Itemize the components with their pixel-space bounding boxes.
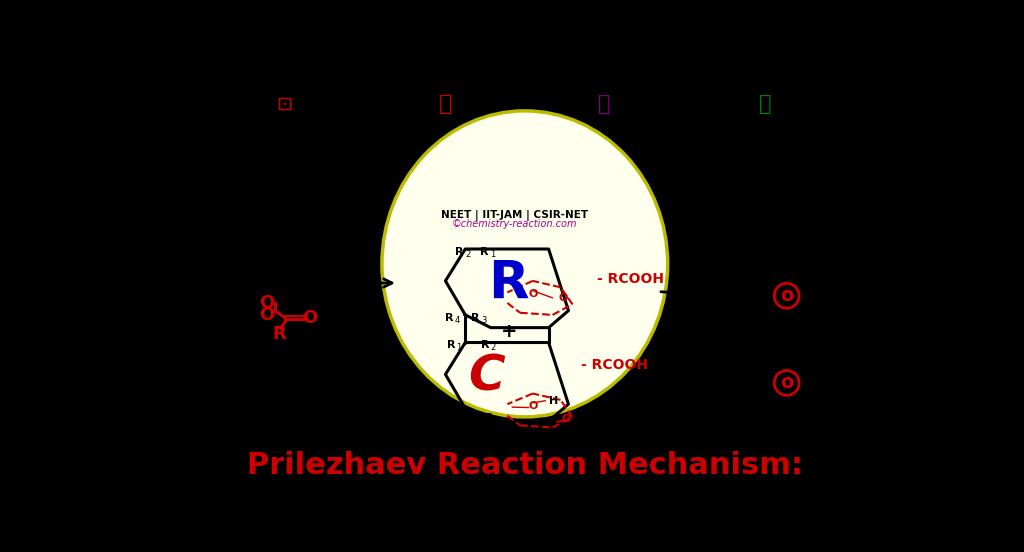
Text: R: R	[446, 341, 456, 351]
Text: R: R	[456, 247, 464, 257]
Text: R: R	[488, 258, 529, 310]
Text: O: O	[558, 293, 567, 303]
Text: O: O	[528, 401, 538, 411]
Text: 3: 3	[481, 316, 486, 325]
Text: 2: 2	[465, 250, 471, 259]
Text: NEET | IIT-JAM | CSIR-NET: NEET | IIT-JAM | CSIR-NET	[441, 210, 588, 220]
Text: o: o	[780, 373, 794, 392]
Text: ⊡: ⊡	[276, 95, 293, 114]
Text: H: H	[549, 396, 558, 406]
Text: R: R	[481, 341, 489, 351]
Text: 📷: 📷	[598, 94, 610, 114]
Text: H: H	[280, 285, 294, 304]
Text: R: R	[471, 313, 480, 323]
Text: - RCOOH: - RCOOH	[581, 358, 648, 371]
Text: o: o	[780, 286, 794, 305]
Text: O: O	[259, 294, 274, 312]
Text: O: O	[302, 309, 317, 327]
Text: O: O	[528, 289, 538, 299]
Text: R: R	[272, 325, 286, 343]
Text: C: C	[468, 353, 505, 401]
Text: Prilezhaev Reaction Mechanism:: Prilezhaev Reaction Mechanism:	[247, 452, 803, 480]
Text: 1: 1	[489, 250, 496, 259]
Text: R: R	[480, 247, 488, 257]
Text: - RCOOH: - RCOOH	[597, 272, 664, 286]
Ellipse shape	[382, 111, 668, 417]
Text: 2: 2	[490, 343, 496, 352]
Text: R: R	[444, 313, 454, 323]
Text: +: +	[501, 322, 517, 341]
Text: 1: 1	[457, 343, 462, 352]
Text: R: R	[484, 413, 494, 423]
Text: ©chemistry-reaction.com: ©chemistry-reaction.com	[452, 219, 578, 229]
Text: O: O	[561, 414, 570, 424]
Text: 🐦: 🐦	[438, 94, 453, 114]
Text: O: O	[259, 306, 274, 324]
Text: 💬: 💬	[759, 94, 771, 114]
Text: R: R	[458, 406, 466, 416]
Text: 3: 3	[468, 409, 473, 418]
Text: 4: 4	[455, 316, 460, 325]
Text: 4: 4	[495, 416, 500, 425]
